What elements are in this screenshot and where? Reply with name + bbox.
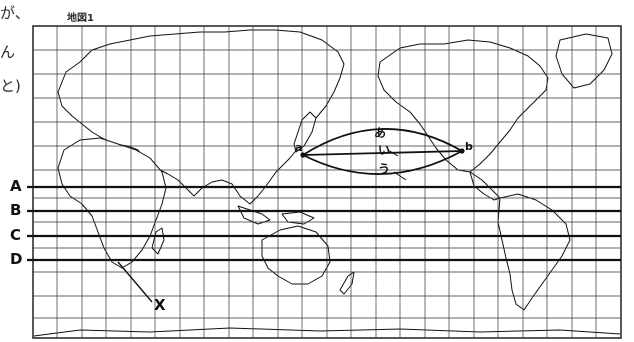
new-guinea-landmass — [281, 211, 315, 225]
label-pointer-i — [387, 149, 399, 157]
route-u-lower — [302, 150, 463, 175]
graticule — [33, 26, 621, 338]
x-pointer-line — [117, 261, 153, 303]
route-label-u: う — [378, 162, 391, 176]
point-b-label: b — [465, 140, 473, 153]
new-zealand-landmass — [339, 271, 355, 295]
latitude-label-b: B — [10, 201, 22, 219]
marker-x-label: X — [154, 296, 166, 314]
route-a-upper — [302, 128, 463, 156]
point-a-label: a — [295, 141, 303, 154]
side-text-3: と) — [0, 77, 21, 95]
north-america-landmass — [377, 39, 549, 173]
point-b-dot — [459, 148, 465, 154]
madagascar-landmass — [151, 227, 165, 255]
africa-landmass — [57, 137, 167, 269]
antarctica-coast — [33, 327, 621, 337]
label-pointer-u — [393, 171, 407, 181]
latitude-label-d: D — [10, 250, 23, 268]
south-america-landmass — [497, 193, 571, 311]
point-a-dot — [300, 152, 306, 158]
latitude-label-a: A — [10, 177, 22, 195]
side-text-1: が、 — [0, 4, 30, 22]
route-i-straight — [302, 150, 463, 156]
side-text-2: ん — [0, 43, 16, 61]
australia-landmass — [261, 225, 331, 285]
se-asia-islands — [237, 205, 271, 225]
route-label-i: い — [378, 143, 391, 157]
map-title: 地図1 — [67, 13, 94, 24]
route-label-a: あ — [374, 126, 387, 140]
latitude-label-c: C — [10, 226, 22, 244]
eurasia-landmass — [57, 29, 345, 205]
greenland-landmass — [555, 33, 613, 89]
